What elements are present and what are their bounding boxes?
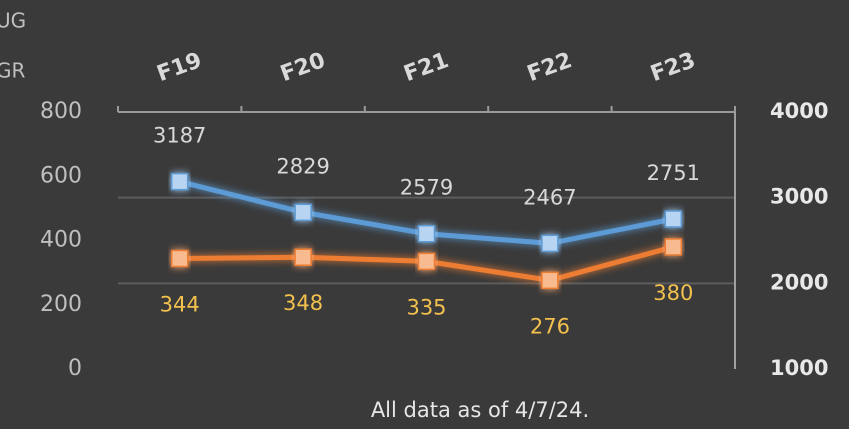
data-point — [664, 210, 683, 228]
data-label: 3187 — [153, 124, 206, 148]
data-label: 2829 — [276, 154, 329, 178]
data-label: 344 — [160, 292, 200, 316]
data-point — [294, 248, 312, 266]
data-label: 348 — [283, 291, 323, 315]
y2-tick-label: 1000 — [770, 356, 828, 380]
data-label: 380 — [653, 281, 693, 305]
data-point — [294, 203, 312, 222]
data-point — [541, 234, 559, 253]
data-point — [664, 238, 683, 256]
data-point — [170, 172, 189, 191]
data-label: 335 — [406, 295, 446, 319]
data-point — [417, 252, 436, 271]
y2-tick-label: 3000 — [770, 185, 828, 209]
y-tick-label: 200 — [40, 292, 82, 317]
data-label: 2751 — [647, 161, 700, 185]
data-label: 2579 — [400, 176, 453, 200]
data-point — [170, 249, 189, 268]
y2-tick-label: 4000 — [770, 99, 828, 123]
footnote: All data as of 4/7/24. — [371, 398, 589, 422]
data-point — [417, 224, 436, 243]
annotation: UG — [0, 9, 26, 33]
y-tick-label: 0 — [68, 356, 82, 381]
y-tick-label: 800 — [40, 99, 82, 124]
annotation: GR — [0, 59, 25, 83]
y2-tick-label: 2000 — [770, 270, 828, 294]
y-tick-label: 600 — [40, 163, 82, 188]
data-label: 276 — [530, 314, 570, 338]
data-label: 2467 — [523, 185, 576, 209]
data-point — [541, 271, 559, 290]
y-tick-label: 400 — [40, 228, 82, 253]
